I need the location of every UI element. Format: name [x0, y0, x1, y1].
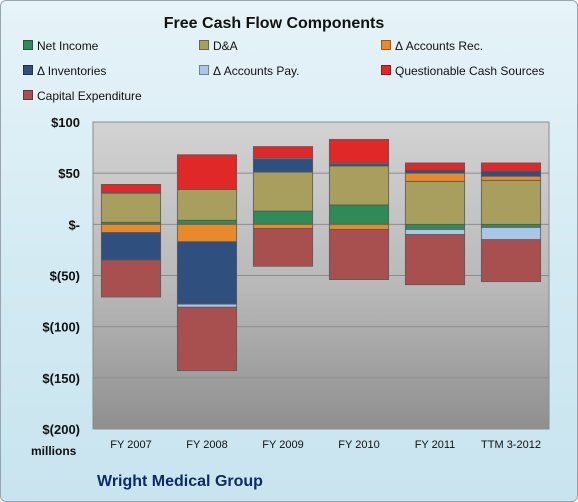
bar-segment-accounts-pay-fy-2011	[404, 229, 466, 235]
bar-segment-d-a-fy-2009	[252, 171, 314, 212]
legend: Net Income D&A Δ Accounts Rec. Δ Inventorie…	[1, 1, 577, 111]
bar-segment-questionable-cash-sources-fy-2007	[100, 184, 162, 194]
x-tick-label: FY 2010	[338, 439, 379, 451]
bar-segment-accounts-pay-ttm-3-2012	[480, 227, 542, 241]
legend-swatch	[199, 65, 209, 75]
company-name: Wright Medical Group	[97, 473, 263, 490]
y-tick-label: $50	[58, 166, 80, 181]
legend-swatch	[23, 90, 33, 100]
bar-segment-accounts-rec-fy-2011	[404, 172, 466, 182]
legend-item-d-a: D&A	[199, 39, 238, 53]
y-tick-label: $(50)	[50, 269, 80, 284]
bar-segment-questionable-cash-sources-fy-2011	[404, 162, 466, 171]
y-tick-label: $(200)	[42, 422, 80, 437]
x-tick-label: FY 2008	[186, 439, 227, 451]
y-tick-label: $100	[51, 115, 80, 130]
y-tick-label: $(150)	[42, 371, 80, 386]
y-axis-unit-label: millions	[31, 444, 77, 458]
bar-segment-accounts-rec-fy-2007	[100, 223, 162, 233]
legend-swatch	[381, 65, 391, 75]
bar-segment-net-income-fy-2010	[328, 204, 390, 225]
legend-item-accounts-pay: Δ Accounts Pay.	[199, 64, 300, 78]
bar-segment-d-a-fy-2010	[328, 165, 390, 206]
bar-segment-accounts-rec-ttm-3-2012	[480, 175, 542, 181]
bar-segment-inventories-fy-2011	[404, 169, 466, 174]
y-tick-label: $(100)	[42, 320, 80, 335]
legend-label: Δ Inventories	[37, 64, 107, 78]
chart-title: Free Cash Flow Components	[163, 15, 385, 32]
legend-label: Questionable Cash Sources	[395, 64, 545, 78]
legend-swatch	[381, 40, 391, 50]
legend-label: Δ Accounts Pay.	[213, 64, 300, 78]
legend-swatch	[23, 40, 33, 50]
bar-segment-questionable-cash-sources-fy-2009	[252, 146, 314, 159]
legend-item-accounts-rec: Δ Accounts Rec.	[381, 39, 483, 53]
bar-segment-capital-expenditure-fy-2007	[100, 259, 162, 298]
bar-segment-d-a-fy-2008	[176, 189, 238, 221]
bar-segment-net-income-ttm-3-2012	[480, 223, 542, 228]
bar-segment-net-income-fy-2011	[404, 223, 466, 230]
bar-segment-inventories-fy-2007	[100, 232, 162, 261]
x-tick-label: TTM 3-2012	[481, 439, 541, 451]
bar-segment-questionable-cash-sources-fy-2008	[176, 154, 238, 190]
legend-label: Net Income	[37, 39, 99, 53]
legend-swatch	[199, 40, 209, 50]
bar-segment-accounts-rec-fy-2008	[176, 223, 238, 243]
bar-segment-d-a-ttm-3-2012	[480, 179, 542, 225]
x-tick-label: FY 2011	[415, 439, 456, 451]
bar-segment-questionable-cash-sources-fy-2010	[328, 138, 390, 164]
bar-segment-accounts-rec-fy-2009	[252, 223, 314, 229]
x-tick-label: FY 2007	[110, 439, 151, 451]
bar-segment-inventories-ttm-3-2012	[480, 170, 542, 177]
bar-segment-d-a-fy-2011	[404, 180, 466, 225]
bar-segment-accounts-rec-fy-2010	[328, 223, 390, 230]
legend-label: Δ Accounts Rec.	[395, 39, 484, 53]
bar-segment-accounts-pay-fy-2008	[176, 303, 238, 308]
legend-label: D&A	[213, 39, 238, 53]
bar-segment-capital-expenditure-fy-2010	[328, 229, 390, 280]
bar-segment-d-a-fy-2007	[100, 193, 162, 223]
y-tick-label: $-	[68, 217, 80, 232]
x-tick-label: FY 2009	[262, 439, 303, 451]
bar-segment-questionable-cash-sources-ttm-3-2012	[480, 162, 542, 172]
legend-swatch	[23, 65, 33, 75]
bar-segment-capital-expenditure-fy-2011	[404, 234, 466, 286]
bar-segment-inventories-fy-2009	[252, 158, 314, 173]
bar-segment-net-income-fy-2008	[176, 219, 238, 225]
legend-item-capital-expenditure: Capital Expenditure	[23, 89, 142, 103]
legend-item-net-income: Net Income	[23, 39, 98, 53]
bar-segment-capital-expenditure-fy-2008	[176, 306, 238, 372]
bar-segment-capital-expenditure-fy-2009	[252, 228, 314, 267]
bar-segment-inventories-fy-2008	[176, 241, 238, 305]
legend-label: Capital Expenditure	[37, 89, 142, 103]
legend-item-inventories: Δ Inventories	[23, 64, 106, 78]
bar-segment-capital-expenditure-ttm-3-2012	[480, 239, 542, 283]
bar-segment-net-income-fy-2009	[252, 210, 314, 225]
legend-item-questionable-cash-sources: Questionable Cash Sources	[381, 64, 544, 78]
